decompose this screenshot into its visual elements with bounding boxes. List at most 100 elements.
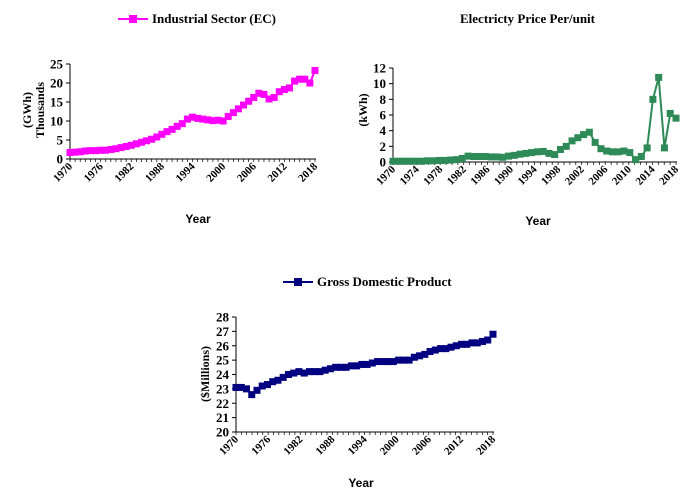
data-point [305,368,313,376]
y-tick-label: 27 [216,324,230,339]
y-tick-label: 25 [216,353,230,368]
x-tick-label: 2018 [657,163,681,187]
legend-marker-icon [294,278,302,286]
x-tick-label: 1982 [281,433,305,457]
data-point [510,151,518,159]
data-point [173,122,181,130]
data-point [473,339,481,347]
data-point [637,153,645,161]
chart-gdp: Gross Domestic Product 202122232425262728… [198,274,498,490]
x-tick-label: 1976 [82,160,106,184]
data-point [452,342,460,350]
data-point [81,147,89,155]
data-point [620,147,628,155]
x-tick-label: 1982 [445,163,469,187]
data-point [326,365,334,373]
x-tick-label: 1974 [398,163,422,187]
data-point [224,112,232,120]
data-point [168,125,176,133]
data-point [274,376,282,384]
data-point [418,157,426,165]
data-point [458,340,466,348]
data-point [250,93,258,101]
data-point [412,157,420,165]
data-point [405,356,413,364]
data-point [143,137,151,145]
y-tick-label: 6 [380,108,387,123]
data-point [447,343,455,351]
y-axis-label-line: (kWh) [356,93,370,126]
data-point [245,97,253,105]
x-tick-label: 2014 [633,163,657,187]
data-point [400,356,408,364]
data-point [643,144,651,152]
data-point [76,148,84,156]
data-point [300,369,308,377]
x-tick-label: 1976 [249,433,273,457]
x-axis-label: Year [525,214,551,228]
data-point [568,137,576,145]
x-tick-label: 2012 [265,160,289,184]
x-tick-label: 2012 [442,433,466,457]
y-tick-label: 25 [50,57,64,72]
data-point [229,109,237,117]
data-point [556,145,564,153]
data-point [219,117,227,125]
data-point [183,115,191,123]
data-point [580,131,588,139]
data-point [270,93,278,101]
data-point [435,156,443,164]
data-point [358,360,366,368]
series-line [69,70,316,154]
x-axis-label: Year [348,476,374,490]
data-point [92,147,100,155]
x-tick-label: 2006 [586,163,610,187]
y-tick-label: 21 [216,410,229,425]
x-tick-label: 2000 [204,160,228,184]
data-point [437,345,445,353]
data-point [255,89,263,97]
data-point [516,150,524,158]
data-point [528,149,536,157]
y-tick-label: 0 [380,155,387,170]
data-point [148,135,156,143]
data-point [453,156,461,164]
x-tick-label: 1994 [174,160,198,184]
data-point [290,369,298,377]
y-tick-label: 20 [50,76,63,91]
data-point [199,115,207,123]
data-point [424,157,432,165]
data-point [429,157,437,165]
data-point [487,153,495,161]
x-tick-label: 1978 [421,163,445,187]
data-point [447,156,455,164]
data-point [291,77,299,85]
y-tick-label: 23 [216,381,230,396]
data-point [591,138,599,146]
x-tick-label: 1994 [516,163,540,187]
data-point [363,360,371,368]
data-point [539,147,547,155]
data-point [248,391,256,399]
data-point [522,149,530,157]
data-point [97,146,105,154]
data-point [301,75,309,83]
data-point [395,356,403,364]
data-point [426,348,434,355]
y-axis-label: (kWh) [356,93,370,126]
data-point [614,148,622,156]
data-point [481,153,489,161]
data-point [574,134,582,142]
data-point [468,339,476,347]
data-point [117,144,125,152]
data-point [137,138,145,146]
data-point [102,146,110,154]
y-tick-label: 10 [373,76,386,91]
data-point [265,95,273,103]
x-tick-label: 2006 [235,160,259,184]
data-point [562,142,570,150]
data-point [655,73,663,81]
data-point [306,79,314,87]
